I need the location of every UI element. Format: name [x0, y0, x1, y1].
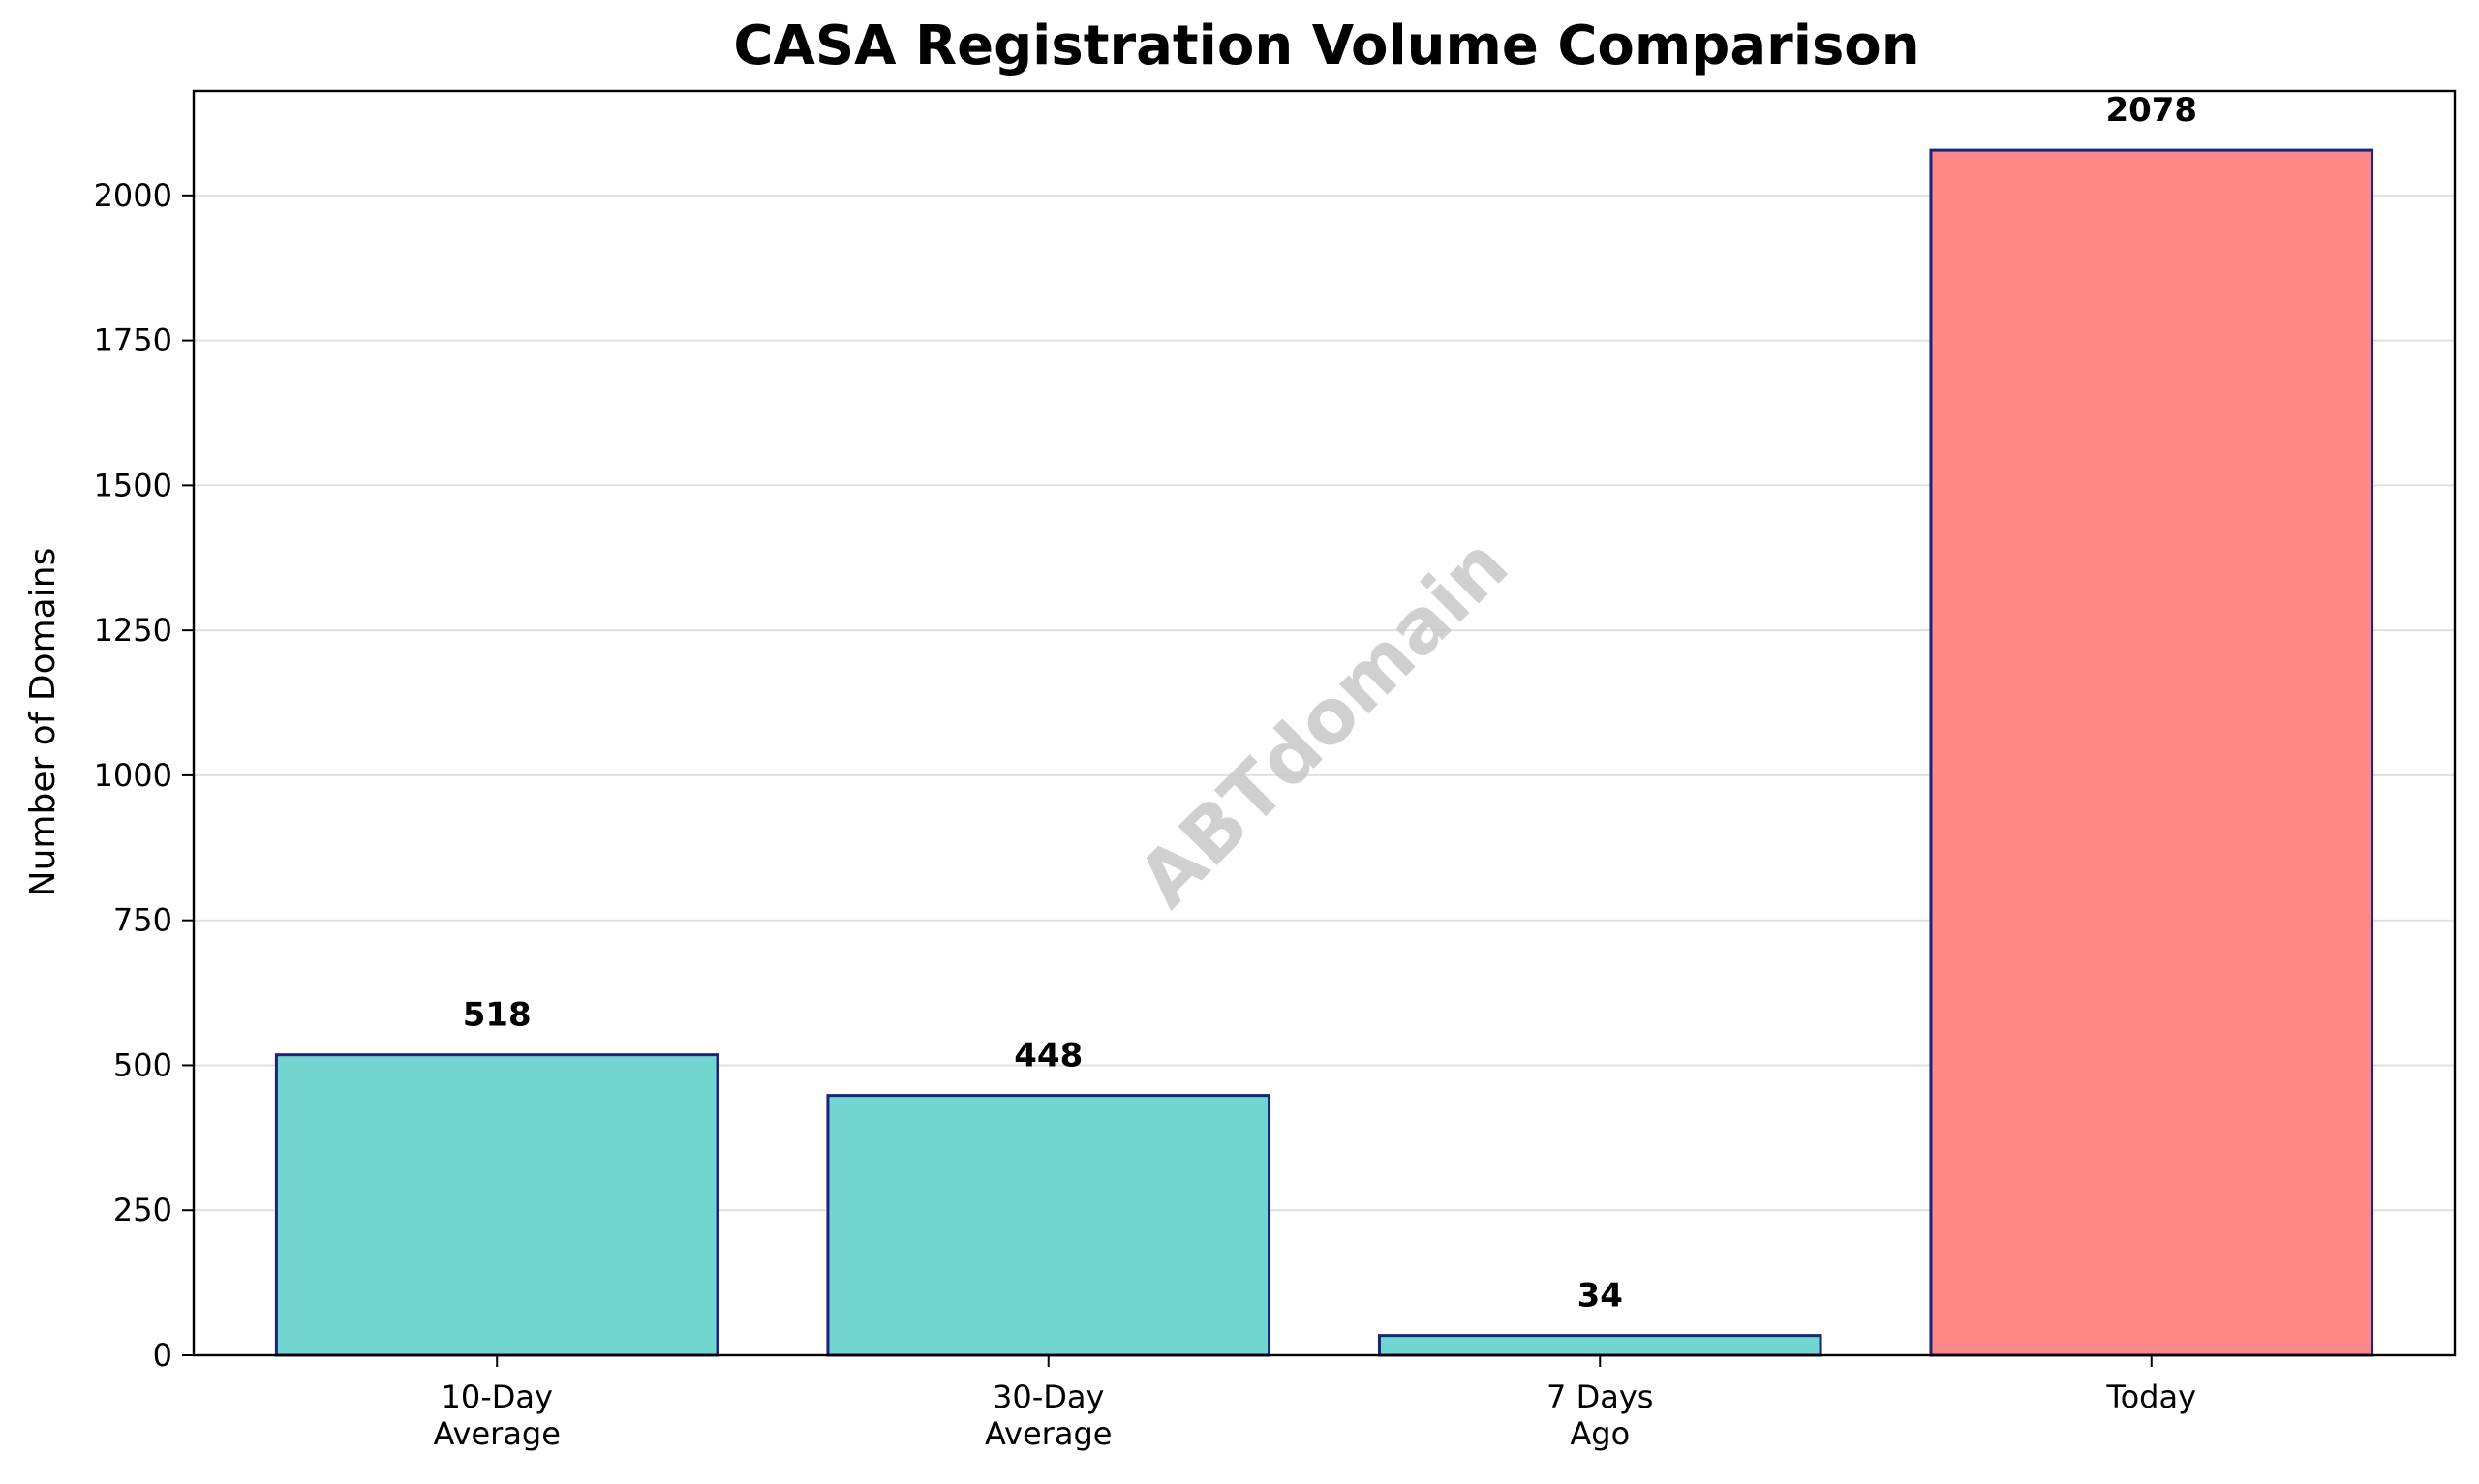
x-tick-label: Today: [2105, 1378, 2196, 1415]
plot-frame: [192, 89, 2457, 1357]
y-tick-label: 1000: [94, 757, 172, 794]
bar: [826, 1094, 1271, 1357]
bars: [274, 148, 2374, 1357]
y-tick-label: 1250: [94, 612, 172, 649]
y-tick-label: 500: [113, 1046, 172, 1083]
y-axis: 0 250 500 750 1000 1250 1500 1750 2000: [94, 177, 194, 1374]
y-tick-label: 750: [113, 902, 172, 939]
bar-data-label: 34: [1577, 1277, 1623, 1316]
x-tick-label: Average: [985, 1415, 1112, 1452]
y-tick-label: 1750: [94, 322, 172, 359]
chart-title: CASA Registration Volume Comparison: [733, 15, 1919, 77]
bar: [1377, 1334, 1822, 1357]
bar: [274, 1053, 719, 1357]
bar-data-label: 2078: [2105, 91, 2197, 130]
x-tick-label: 10-Day: [442, 1378, 553, 1415]
y-tick-label: 0: [153, 1337, 172, 1374]
x-tick-label: Average: [434, 1415, 561, 1452]
bar: [1929, 148, 2374, 1357]
bar-data-label: 448: [1014, 1037, 1083, 1075]
x-tick-label: 7 Days: [1546, 1378, 1653, 1415]
y-tick-label: 250: [113, 1192, 172, 1228]
x-tick-label: Ago: [1570, 1415, 1630, 1452]
y-axis-label: Number of Domains: [23, 548, 63, 897]
data-labels: 518 448 34 2078: [463, 91, 2197, 1316]
y-tick-label: 2000: [94, 177, 172, 214]
bar-data-label: 518: [463, 996, 532, 1035]
x-tick-label: 30-Day: [993, 1378, 1104, 1415]
y-tick-label: 1500: [94, 467, 172, 503]
